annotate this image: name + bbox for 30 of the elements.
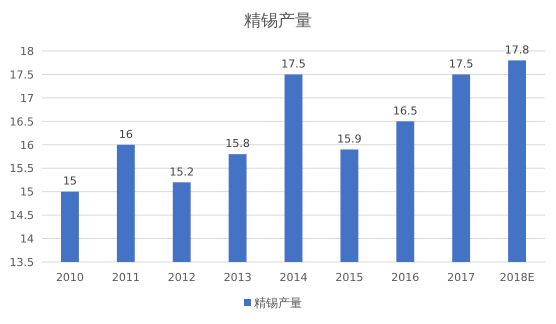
y-tick-label: 17 (20, 92, 34, 105)
x-tick-label: 2017 (447, 271, 476, 284)
x-tick-label: 2018E (500, 271, 535, 284)
data-label: 17.5 (281, 57, 306, 70)
data-label: 17.5 (448, 57, 474, 70)
x-tick-label: 2010 (56, 271, 84, 284)
chart-title: 精锡产量 (244, 11, 312, 31)
y-tick-label: 14 (20, 232, 34, 246)
legend-label: 精锡产量 (254, 296, 302, 310)
y-tick-label: 15 (20, 186, 34, 199)
y-tick-label: 15.5 (10, 162, 34, 176)
data-label: 15.8 (225, 137, 250, 150)
data-label: 16.5 (393, 104, 418, 118)
x-tick-label: 2016 (391, 271, 420, 284)
y-tick-label: 18 (20, 45, 34, 58)
y-tick-label: 13.5 (10, 256, 34, 269)
x-tick-label: 2014 (280, 271, 308, 284)
data-label: 15.2 (169, 165, 194, 178)
x-tick-label: 2013 (224, 271, 252, 284)
x-tick-label: 2012 (168, 271, 196, 284)
data-label: 15 (62, 174, 77, 188)
y-tick-label: 17.5 (10, 68, 34, 82)
y-tick-label: 14.5 (10, 209, 34, 222)
data-label: 15.9 (337, 132, 362, 146)
y-tick-label: 16 (20, 138, 34, 152)
y-tick-label: 16.5 (10, 115, 34, 128)
x-tick-label: 2011 (112, 271, 140, 284)
data-label: 16 (118, 128, 133, 141)
x-tick-label: 2015 (335, 271, 364, 284)
data-label: 17.8 (504, 43, 530, 56)
